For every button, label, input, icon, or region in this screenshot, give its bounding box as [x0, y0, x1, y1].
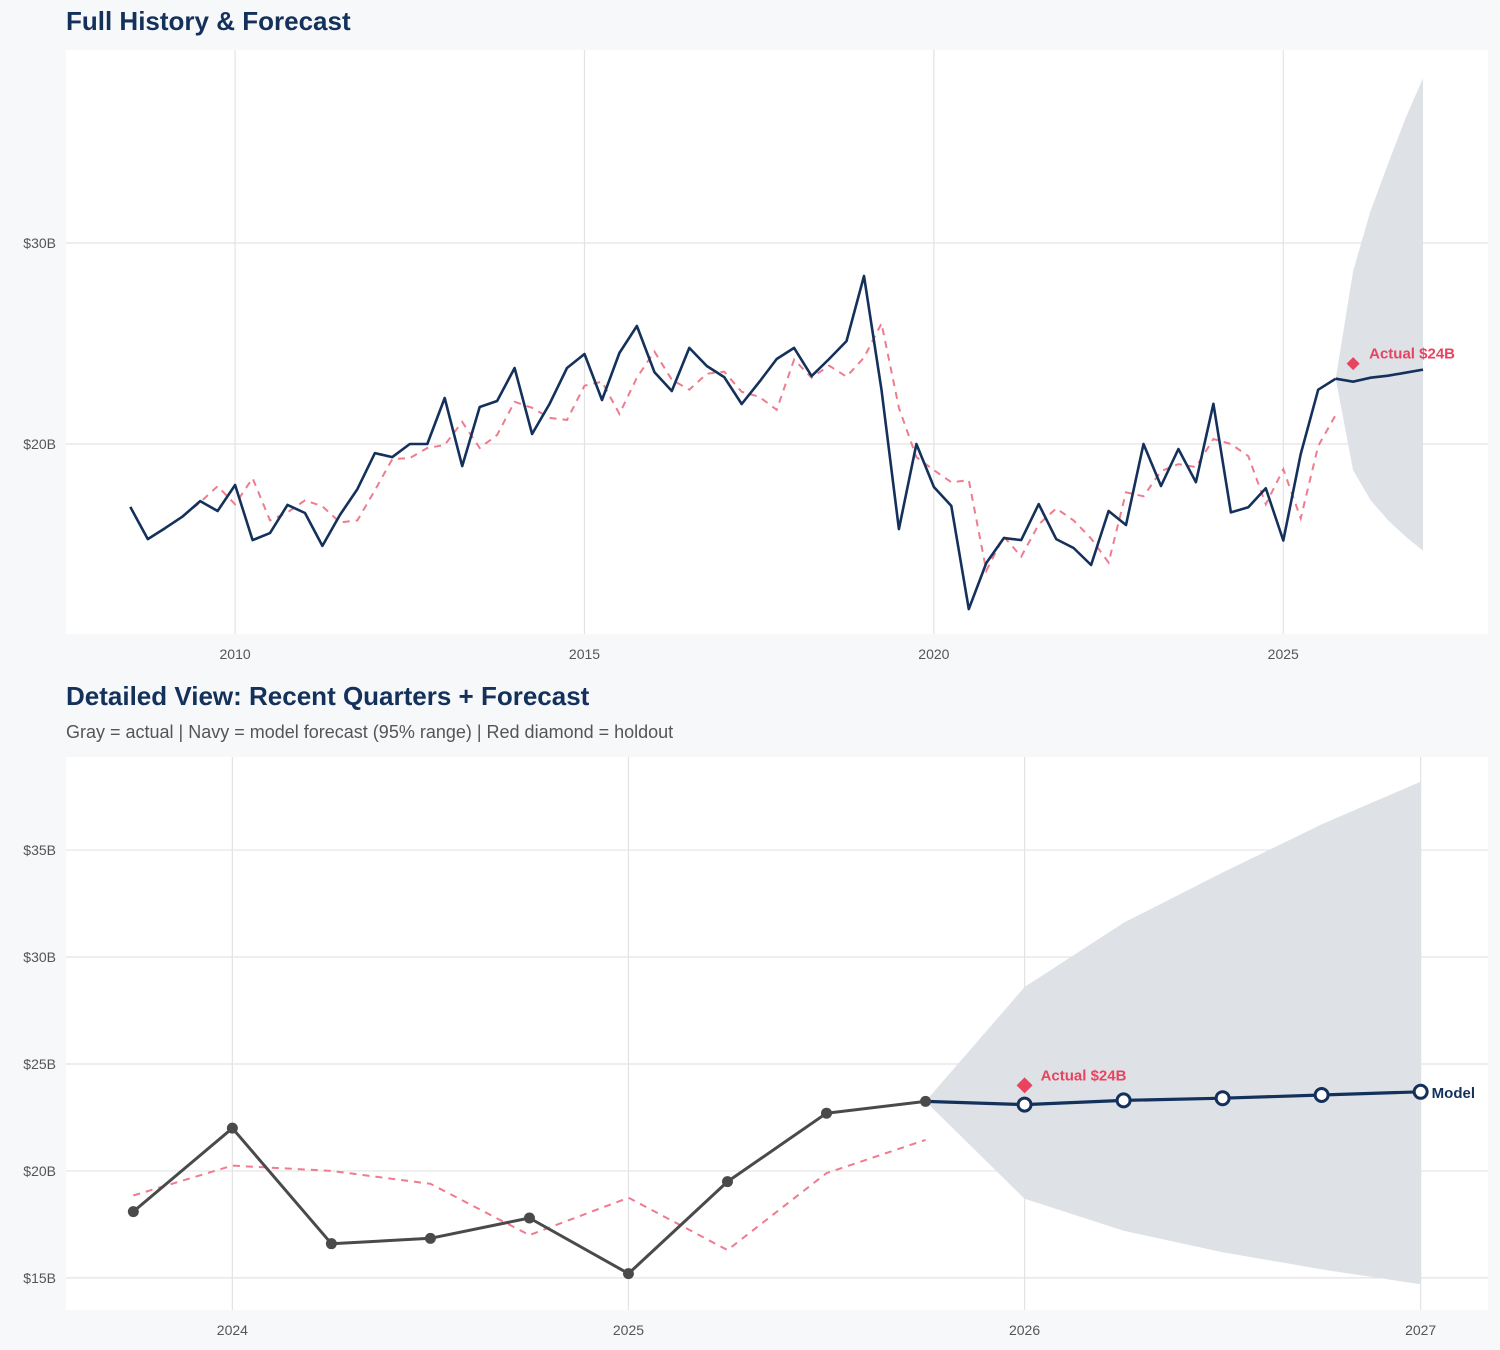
forecast-band-95 [925, 781, 1421, 1285]
dashed-series-line [182, 320, 1337, 574]
actual-point [721, 1176, 733, 1188]
model-label: Model [1432, 1085, 1475, 1102]
forecast-point [1313, 1087, 1330, 1104]
actual-point [821, 1107, 833, 1119]
actual-point [424, 1232, 436, 1244]
x-tick-label: 2027 [1405, 1322, 1436, 1338]
actual-point [325, 1238, 337, 1250]
actual-point [920, 1095, 932, 1107]
top-chart-title: Full History & Forecast [66, 6, 351, 36]
actual-point [127, 1206, 139, 1218]
y-tick-label: $20B [23, 436, 56, 452]
plot-area [66, 50, 1488, 634]
detail-chart-subtitle: Gray = actual | Navy = model forecast (9… [66, 722, 674, 742]
x-tick-label: 2024 [217, 1322, 248, 1338]
x-tick-label: 2025 [613, 1322, 644, 1338]
actual-line [129, 274, 1337, 611]
holdout-label: Actual $24B [1369, 346, 1455, 363]
y-tick-label: $20B [23, 1163, 56, 1179]
y-tick-label: $30B [23, 235, 56, 251]
x-tick-label: 2015 [569, 646, 600, 662]
detail-chart-title: Detailed View: Recent Quarters + Forecas… [66, 681, 590, 711]
x-tick-label: 2020 [918, 646, 949, 662]
forecast-line [925, 1090, 1421, 1107]
forecast-point [1016, 1096, 1033, 1113]
x-tick-label: 2010 [220, 646, 251, 662]
actual-point [226, 1122, 238, 1134]
holdout-diamond [1346, 357, 1360, 371]
holdout-diamond [1016, 1077, 1033, 1094]
holdout-label: Actual $24B [1041, 1067, 1127, 1084]
forecast-point [1115, 1092, 1132, 1109]
top-chart: $20B $30B 2010 2015 2020 2025 Actual $24B [23, 50, 1488, 662]
x-tick-label: 2026 [1009, 1322, 1040, 1338]
x-tick-label: 2025 [1268, 646, 1299, 662]
forecast-point [1214, 1090, 1231, 1107]
y-tick-label: $15B [23, 1270, 56, 1286]
actual-point [523, 1212, 535, 1224]
forecast-line [1335, 368, 1424, 384]
y-tick-label: $30B [23, 949, 56, 965]
forecast-point [1412, 1083, 1429, 1100]
detail-chart: $15B $20B $25B $30B $35B 2024 2025 2026 2027 Mode… [23, 757, 1488, 1338]
y-tick-label: $35B [23, 842, 56, 858]
forecast-band-95 [1335, 78, 1423, 551]
y-tick-label: $25B [23, 1056, 56, 1072]
actual-point [622, 1268, 634, 1280]
